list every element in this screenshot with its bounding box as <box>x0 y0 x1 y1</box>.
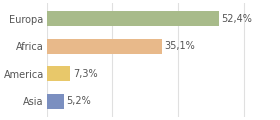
Text: 35,1%: 35,1% <box>164 41 195 51</box>
Text: 7,3%: 7,3% <box>73 69 98 79</box>
Text: 5,2%: 5,2% <box>66 96 91 106</box>
Bar <box>46 94 64 109</box>
Bar <box>46 11 219 26</box>
Bar <box>46 39 162 54</box>
Text: 52,4%: 52,4% <box>221 14 252 24</box>
Bar <box>46 66 71 81</box>
